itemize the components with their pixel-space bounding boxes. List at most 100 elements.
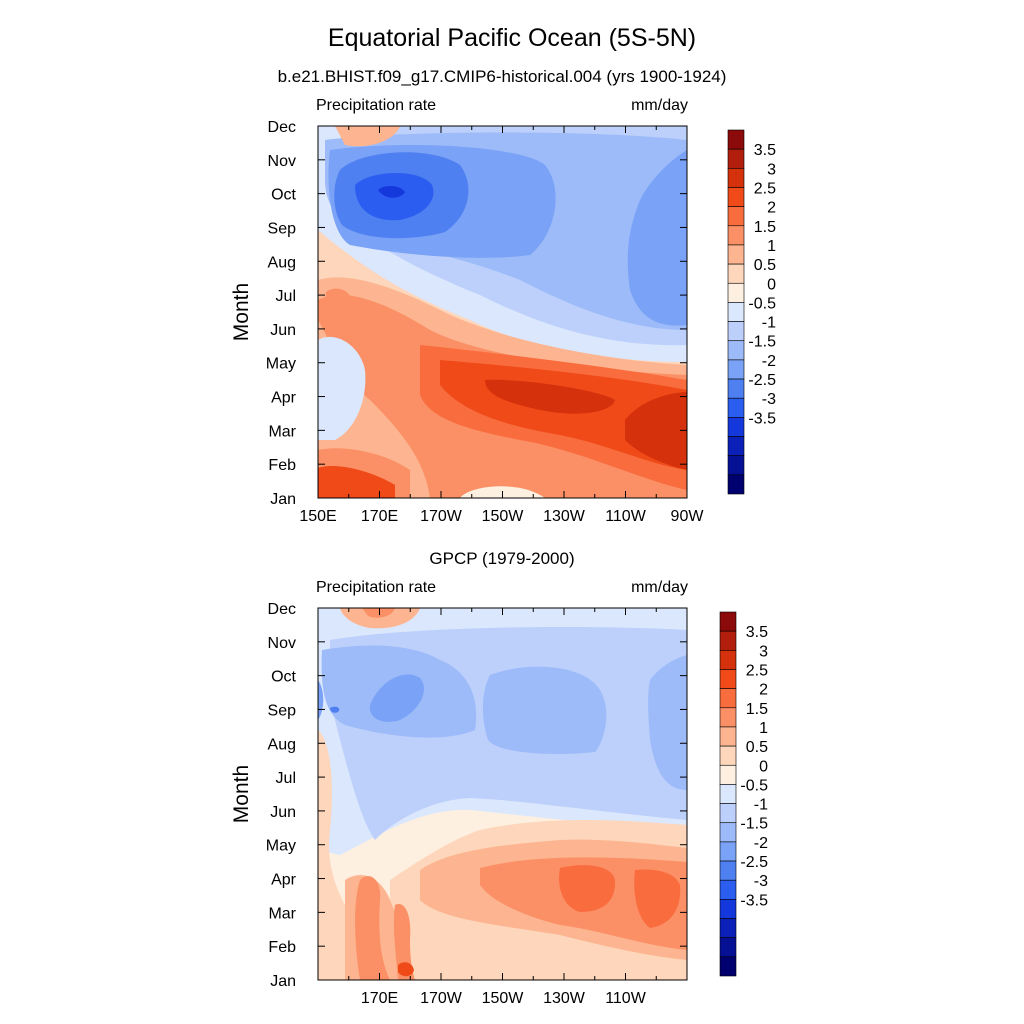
colorbar-swatch (727, 340, 745, 361)
colorbar-swatch (727, 397, 745, 418)
panel-obs: GPCP (1979-2000) Precipitation rate mm/d… (230, 549, 688, 1007)
contour-west-orange-streak (355, 876, 390, 980)
panel-2-subtitle: GPCP (1979-2000) (429, 549, 574, 568)
colorbar-swatch (719, 726, 737, 747)
contour-upper-blue-2 (369, 674, 424, 722)
y-tick-label: Oct (271, 187, 296, 204)
contour-lower-red-3 (485, 379, 615, 414)
colorbar-swatch (727, 148, 745, 169)
y-tick-label: May (266, 838, 296, 855)
colorbar-label: -2.5 (748, 372, 776, 389)
contour-dec-orange (362, 608, 395, 618)
colorbar-swatch (727, 225, 745, 246)
y-tick-label: Jun (270, 804, 296, 821)
colorbar-swatch (719, 707, 737, 728)
colorbar-swatch (719, 669, 737, 689)
colorbar-label: 1.5 (754, 219, 776, 236)
colorbar-swatch (727, 302, 745, 322)
colorbar-label: 3 (767, 161, 776, 178)
panel-2-axes: 170E 170W 150W 130W 110W Jan Feb Mar Apr May Jun Ju… (230, 601, 688, 1007)
colorbar-swatch (719, 841, 737, 862)
colorbar-swatch (727, 282, 745, 303)
panel-1-variable-label: Precipitation rate (316, 97, 436, 114)
colorbar-label: -0.5 (748, 295, 776, 312)
colorbar-swatch (727, 359, 745, 380)
contour-east-red-3 (625, 392, 687, 470)
x-tick-label: 110W (605, 990, 647, 1007)
colorbar-label: -3 (762, 391, 776, 408)
x-tick-label: 90W (671, 508, 705, 525)
colorbar-label: 1 (767, 238, 776, 255)
colorbar-swatch (719, 937, 737, 958)
panel-model: b.e21.BHIST.f09_g17.CMIP6-historical.004… (230, 67, 726, 525)
x-tick-label: 150W (482, 508, 525, 525)
colorbar-label: 0 (767, 276, 776, 293)
colorbar-label: 0.5 (754, 257, 776, 274)
colorbar-label: -1.5 (748, 334, 776, 351)
colorbar-swatch (727, 378, 745, 399)
contour-jul-spot (326, 288, 350, 304)
colorbar-swatch (727, 321, 745, 342)
colorbar-label: 2 (767, 200, 776, 217)
colorbar-swatch (719, 822, 737, 843)
y-axis-title: Month (230, 283, 253, 341)
contour-mid-blue-15 (482, 666, 607, 755)
colorbar-label: -0.5 (740, 777, 768, 794)
colorbar-swatch (719, 879, 737, 900)
y-tick-label: Jul (276, 770, 296, 787)
colorbar-label: 1.5 (746, 701, 768, 718)
colorbar-swatch (727, 263, 745, 284)
y-tick-label: Mar (268, 423, 296, 440)
colorbar-swatch (727, 474, 745, 495)
colorbar-label: 2.5 (746, 662, 768, 679)
x-tick-label: 150E (299, 508, 336, 525)
figure-title: Equatorial Pacific Ocean (5S-5N) (328, 24, 696, 52)
colorbar-swatch (719, 611, 737, 632)
colorbar-swatch (719, 899, 737, 919)
panel-1-contour-field (318, 126, 687, 498)
colorbar-label: 0.5 (746, 739, 768, 756)
contour-east-blue-15 (648, 655, 687, 790)
x-tick-label: 130W (543, 508, 586, 525)
y-tick-label: May (266, 356, 296, 373)
colorbar-swatch (719, 860, 737, 881)
colorbar-label: -3 (754, 873, 768, 890)
x-tick-label: 170E (361, 508, 398, 525)
colorbar-swatch (719, 918, 737, 938)
colorbar-label: -2 (762, 353, 776, 370)
y-tick-label: Aug (268, 254, 296, 271)
contour-dec-peach (335, 126, 400, 147)
panel-2-contour-field (318, 608, 687, 980)
panel-2-variable-label: Precipitation rate (316, 579, 436, 596)
panel-1-subtitle: b.e21.BHIST.f09_g17.CMIP6-historical.004… (278, 67, 727, 86)
colorbar-swatch (727, 436, 745, 456)
y-tick-label: Jan (270, 973, 296, 990)
colorbar-label: 2.5 (754, 180, 776, 197)
x-tick-label: 110W (605, 508, 647, 525)
colorbar-label: 0 (759, 758, 768, 775)
contour-west-orange-streak2 (393, 904, 415, 980)
y-tick-label: Sep (268, 220, 297, 237)
y-tick-label: Nov (268, 635, 296, 652)
y-tick-label: Feb (268, 457, 296, 474)
y-tick-label: Dec (268, 119, 296, 136)
colorbar-swatch (727, 129, 745, 150)
x-tick-label: 170W (420, 990, 463, 1007)
x-tick-label: 150W (482, 990, 525, 1007)
contour-sep-dot (330, 706, 340, 713)
contour-east-blue (627, 150, 687, 326)
contour-dec-peach (340, 608, 420, 629)
y-tick-label: Oct (271, 669, 296, 686)
panel-1-axes: 150E 170E 170W 150W 130W 110W 90W Jan Feb Mar Apr M… (230, 119, 704, 525)
colorbar-label: -3.5 (740, 892, 768, 909)
contour-west-blue-2 (318, 680, 324, 720)
y-axis-title: Month (230, 765, 253, 823)
colorbar-swatch (719, 764, 737, 785)
colorbar-label: -1 (754, 797, 768, 814)
colorbar-label: 2 (759, 682, 768, 699)
x-tick-label: 170E (361, 990, 398, 1007)
colorbar-swatch (719, 745, 737, 766)
y-tick-label: Jun (270, 322, 296, 339)
contour-lower-red-2 (559, 865, 616, 912)
colorbar-swatch (727, 455, 745, 476)
